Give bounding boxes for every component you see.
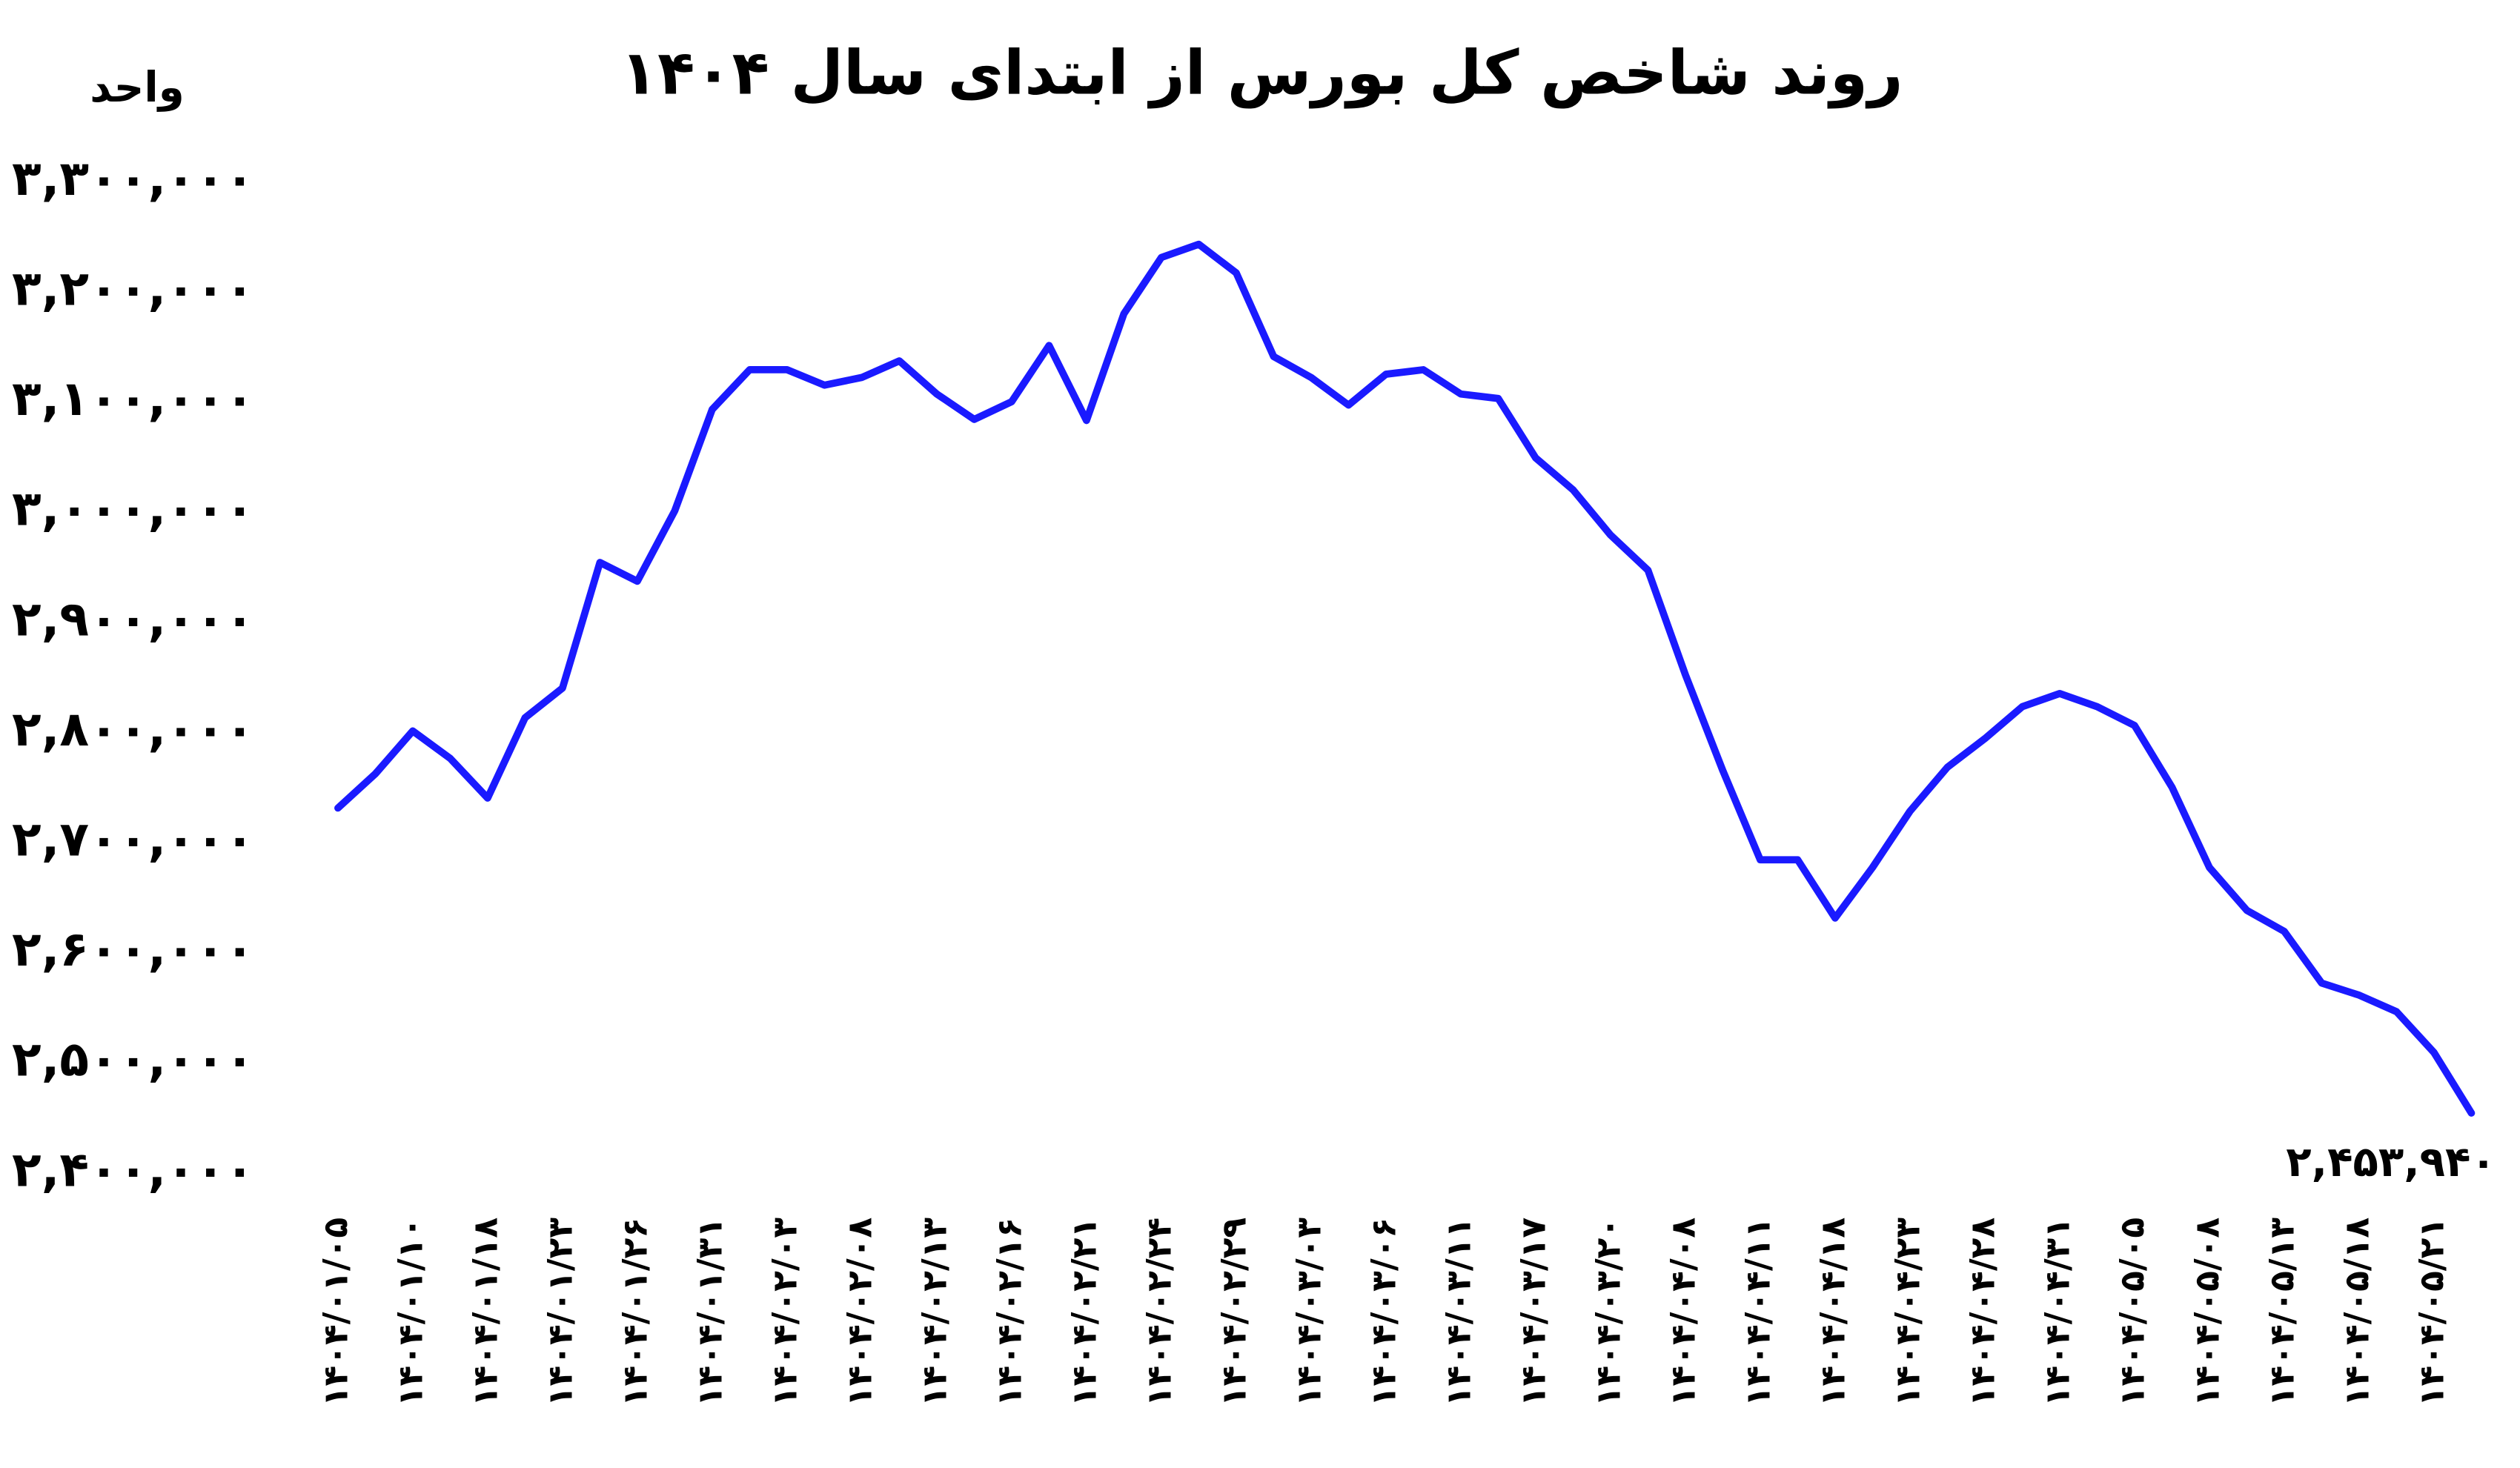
- value-label: ۲,۴۵۳,۹۴۰: [2286, 1138, 2496, 1186]
- x-tick-label: ۱۴۰۴/۰۳/۲۰: [1588, 1218, 1628, 1406]
- x-tick-label: ۱۴۰۴/۰۴/۳۱: [2037, 1218, 2077, 1406]
- x-tick-label: ۱۴۰۴/۰۵/۲۱: [2412, 1218, 2451, 1406]
- x-tick-label: ۱۴۰۴/۰۵/۰۸: [2187, 1218, 2226, 1407]
- x-tick-label: ۱۴۰۴/۰۲/۲۱: [1064, 1218, 1104, 1406]
- y-tick-label: ۲,۴۰۰,۰۰۰: [12, 1142, 254, 1198]
- x-tick-label: ۱۴۰۴/۰۵/۱۸: [2337, 1218, 2376, 1407]
- y-tick-label: ۳,۲۰۰,۰۰۰: [12, 262, 254, 317]
- x-tick-label: ۱۴۰۴/۰۲/۰۳: [765, 1218, 804, 1407]
- y-tick-label: ۳,۳۰۰,۰۰۰: [12, 151, 254, 207]
- x-tick-label: ۱۴۰۴/۰۴/۲۸: [1963, 1218, 2002, 1407]
- x-tick-label: ۱۴۰۴/۰۱/۰۵: [316, 1218, 355, 1406]
- x-tick-label: ۱۴۰۴/۰۳/۱۷: [1513, 1218, 1553, 1407]
- x-tick-label: ۱۴۰۴/۰۱/۲۳: [540, 1218, 580, 1407]
- x-tick-label: ۱۴۰۴/۰۳/۱۱: [1439, 1218, 1478, 1406]
- x-tick-label: ۱۴۰۴/۰۵/۰۵: [2112, 1218, 2152, 1406]
- y-tick-label: ۲,۶۰۰,۰۰۰: [12, 922, 254, 977]
- x-tick-label: ۱۴۰۴/۰۲/۰۸: [840, 1218, 879, 1407]
- x-tick-label: ۱۴۰۴/۰۱/۱۸: [465, 1218, 505, 1407]
- y-axis-label: واحد: [90, 64, 185, 112]
- x-tick-label: ۱۴۰۴/۰۴/۰۸: [1663, 1218, 1702, 1407]
- x-tick-label: ۱۴۰۴/۰۲/۲۴: [1139, 1218, 1178, 1406]
- chart-title: روند شاخص کل بورس از ابتدای سال ۱۴۰۴: [620, 38, 1903, 109]
- y-tick-label: ۳,۰۰۰,۰۰۰: [12, 482, 254, 537]
- x-tick-label: ۱۴۰۴/۰۱/۱۰: [391, 1218, 430, 1406]
- y-tick-label: ۲,۵۰۰,۰۰۰: [12, 1032, 254, 1088]
- x-tick-label: ۱۴۰۴/۰۱/۳۱: [690, 1218, 729, 1406]
- y-tick-label: ۳,۱۰۰,۰۰۰: [12, 371, 254, 427]
- x-tick-label: ۱۴۰۴/۰۴/۱۸: [1813, 1218, 1852, 1407]
- x-tick-label: ۱۴۰۴/۰۴/۲۳: [1888, 1218, 1927, 1407]
- x-tick-label: ۱۴۰۴/۰۳/۰۳: [1289, 1218, 1328, 1407]
- y-tick-label: ۲,۹۰۰,۰۰۰: [12, 591, 254, 647]
- data-line: [334, 240, 2476, 1117]
- x-tick-label: ۱۴۰۴/۰۵/۱۳: [2262, 1218, 2301, 1407]
- x-tick-label: ۱۴۰۴/۰۴/۱۱: [1738, 1218, 1777, 1406]
- x-tick-label: ۱۴۰۴/۰۱/۲۶: [615, 1218, 654, 1406]
- x-tick-label: ۱۴۰۴/۰۳/۰۶: [1364, 1218, 1403, 1406]
- x-tick-label: ۱۴۰۴/۰۲/۲۹: [1214, 1218, 1253, 1406]
- x-tick-label: ۱۴۰۴/۰۲/۱۳: [915, 1218, 954, 1407]
- y-tick-label: ۲,۸۰۰,۰۰۰: [12, 702, 254, 757]
- x-tick-label: ۱۴۰۴/۰۲/۱۶: [989, 1218, 1029, 1406]
- y-tick-label: ۲,۷۰۰,۰۰۰: [12, 812, 254, 868]
